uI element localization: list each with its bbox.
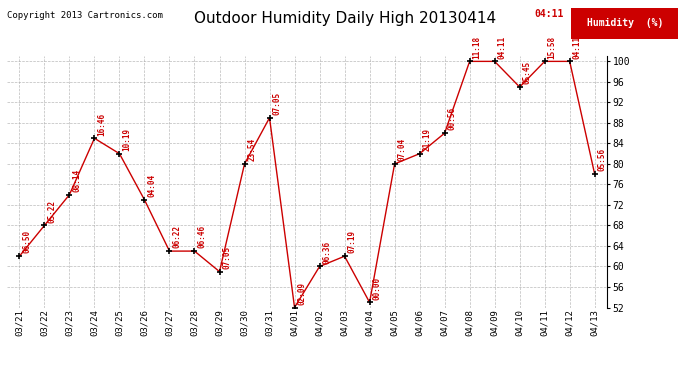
Text: 00:56: 00:56 bbox=[447, 107, 456, 130]
Text: Outdoor Humidity Daily High 20130414: Outdoor Humidity Daily High 20130414 bbox=[194, 11, 496, 26]
Text: Humidity  (%): Humidity (%) bbox=[586, 18, 663, 28]
Text: 11:18: 11:18 bbox=[473, 36, 482, 58]
Text: 05:56: 05:56 bbox=[598, 148, 607, 171]
Text: 07:05: 07:05 bbox=[222, 246, 231, 269]
Text: 04:04: 04:04 bbox=[147, 174, 156, 197]
Text: 15:58: 15:58 bbox=[547, 36, 556, 58]
Text: 05:45: 05:45 bbox=[522, 61, 531, 84]
Text: 06:22: 06:22 bbox=[172, 225, 181, 248]
Text: 07:19: 07:19 bbox=[347, 230, 356, 254]
Text: 21:19: 21:19 bbox=[422, 128, 431, 151]
Text: 07:04: 07:04 bbox=[397, 138, 406, 161]
Text: 04:11: 04:11 bbox=[573, 36, 582, 58]
Text: 06:50: 06:50 bbox=[22, 230, 31, 254]
Text: 02:09: 02:09 bbox=[297, 282, 306, 305]
Text: 16:46: 16:46 bbox=[97, 112, 106, 135]
Text: 08:14: 08:14 bbox=[72, 169, 81, 192]
Text: 10:19: 10:19 bbox=[122, 128, 131, 151]
Text: 04:11: 04:11 bbox=[497, 36, 506, 58]
Text: 06:36: 06:36 bbox=[322, 241, 331, 264]
Text: 06:46: 06:46 bbox=[197, 225, 206, 248]
Text: 04:11: 04:11 bbox=[535, 9, 564, 20]
Text: 00:00: 00:00 bbox=[373, 276, 382, 300]
Text: 05:22: 05:22 bbox=[47, 200, 56, 223]
Text: 23:54: 23:54 bbox=[247, 138, 256, 161]
Text: 07:05: 07:05 bbox=[273, 92, 282, 115]
Text: Copyright 2013 Cartronics.com: Copyright 2013 Cartronics.com bbox=[7, 11, 163, 20]
